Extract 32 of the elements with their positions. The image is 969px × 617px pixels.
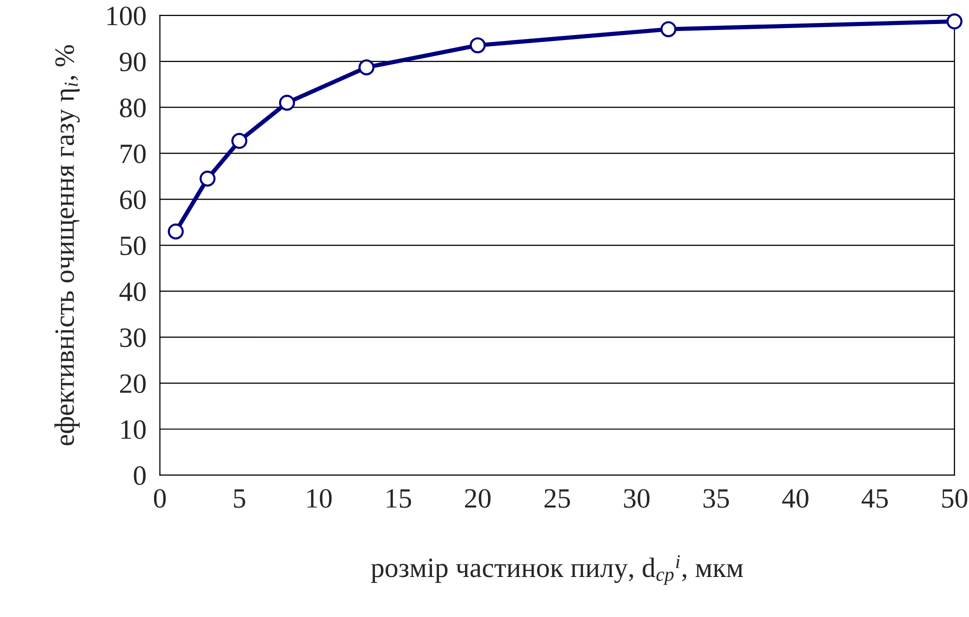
x-tick-label: 40 — [782, 489, 808, 508]
point — [470, 37, 486, 54]
point — [660, 21, 676, 38]
x-tick-label: 35 — [704, 489, 729, 508]
point — [168, 223, 184, 240]
y-tick-label: 60 — [120, 190, 146, 210]
x-tick-label: 10 — [307, 489, 332, 508]
y-tick-label: 20 — [120, 374, 146, 394]
x-tick-label: 25 — [544, 489, 570, 508]
x-tick-label: 0 — [154, 489, 166, 508]
x-tick-label: 15 — [386, 489, 412, 508]
y-tick-label: 0 — [134, 466, 146, 485]
y-tick-label: 80 — [120, 98, 146, 118]
point — [279, 94, 296, 111]
x-tick-label: 45 — [862, 489, 888, 508]
point — [231, 132, 248, 149]
x-tick-label: 5 — [234, 489, 246, 508]
y-tick-label: 10 — [121, 420, 146, 440]
x-axis-title: розмір частинок пилу, d$_{ср}$$^{i}$, мкм — [371, 555, 743, 585]
x-tick-label: 50 — [942, 489, 968, 508]
y-tick-label: 50 — [120, 236, 146, 256]
x-tick-label: 20 — [465, 489, 491, 508]
point — [200, 170, 216, 187]
y-tick-label: 40 — [119, 282, 146, 302]
y-tick-label: 90 — [120, 52, 146, 72]
point — [358, 59, 374, 76]
y-tick-label: 100 — [107, 6, 146, 26]
y-tick-label: 30 — [120, 328, 146, 348]
point — [946, 13, 962, 30]
y-tick-label: 70 — [120, 144, 146, 164]
x-tick-label: 30 — [624, 489, 650, 508]
y-axis-title: ефективність очищення газу η$_{i}$, % — [54, 45, 80, 446]
